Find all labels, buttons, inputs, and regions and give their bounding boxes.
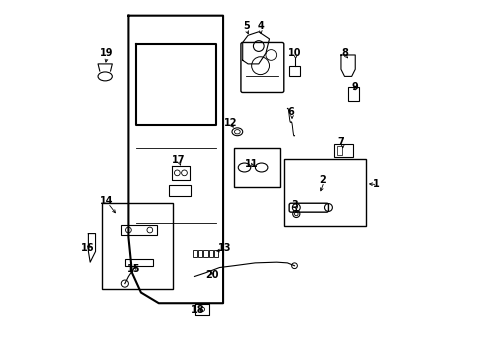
Bar xyxy=(102,203,173,289)
Text: 13: 13 xyxy=(218,243,231,253)
Text: 2: 2 xyxy=(319,175,326,185)
Bar xyxy=(203,249,207,257)
Text: 17: 17 xyxy=(171,156,185,165)
Bar xyxy=(347,87,358,102)
Bar xyxy=(233,148,280,187)
Bar xyxy=(214,249,218,257)
Text: 16: 16 xyxy=(81,243,94,253)
Bar xyxy=(169,185,190,196)
Text: 6: 6 xyxy=(287,107,294,117)
Text: 1: 1 xyxy=(372,179,379,189)
Text: 5: 5 xyxy=(243,21,249,31)
Bar xyxy=(333,144,353,157)
Bar xyxy=(192,249,197,257)
Text: 3: 3 xyxy=(290,200,297,210)
Text: 20: 20 xyxy=(205,270,219,280)
Text: 10: 10 xyxy=(287,48,301,58)
Bar xyxy=(121,225,157,235)
Text: 11: 11 xyxy=(244,159,258,169)
Bar xyxy=(288,66,299,76)
Bar xyxy=(124,258,153,266)
Text: 7: 7 xyxy=(337,138,344,148)
Bar xyxy=(283,158,365,226)
Bar xyxy=(337,146,341,155)
Text: 15: 15 xyxy=(127,264,140,274)
Text: 8: 8 xyxy=(341,48,347,58)
Text: 12: 12 xyxy=(223,118,237,128)
Bar xyxy=(198,249,202,257)
Text: 9: 9 xyxy=(351,82,358,92)
Text: 4: 4 xyxy=(257,21,264,31)
Bar xyxy=(208,249,213,257)
Text: 19: 19 xyxy=(100,48,114,58)
Text: 18: 18 xyxy=(191,305,204,315)
Text: 14: 14 xyxy=(100,197,114,206)
